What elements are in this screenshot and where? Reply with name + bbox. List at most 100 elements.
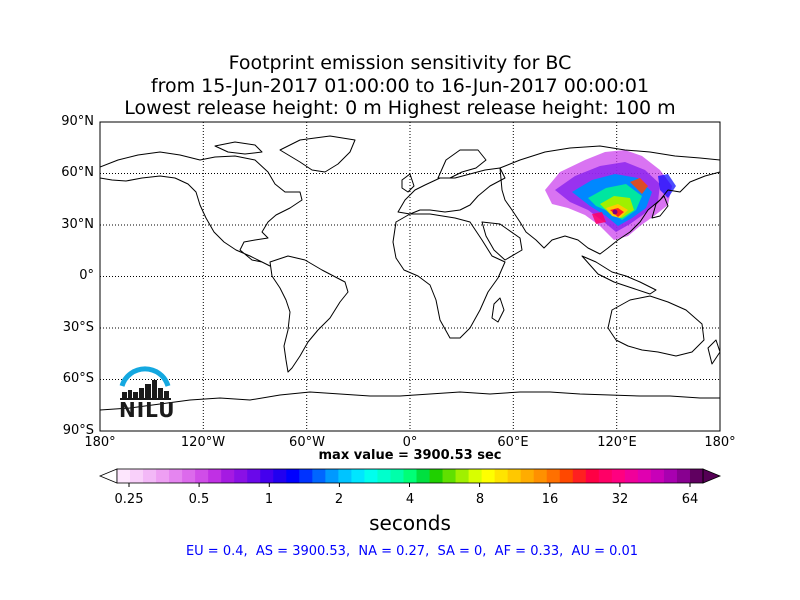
- lon-label-60w: 60°W: [289, 435, 325, 450]
- title-line-1: Footprint emission sensitivity for BC: [228, 52, 572, 74]
- colorbar-units-label: seconds: [369, 511, 451, 535]
- colorbar-cell: [559, 469, 574, 483]
- colorbar-tick-label: 8: [475, 492, 485, 507]
- coast-new-zealand: [707, 339, 720, 365]
- coast-madagascar: [491, 297, 505, 323]
- colorbar-cell: [351, 469, 365, 483]
- colorbar-cell: [195, 469, 209, 483]
- coast-australia: [607, 295, 705, 357]
- colorbar-tick-label: 1: [264, 492, 274, 507]
- colorbar-cell: [637, 469, 652, 483]
- lat-label-90n: 90°N: [61, 114, 94, 129]
- colorbar-cell: [481, 469, 496, 483]
- nilu-logo: [119, 366, 171, 400]
- lat-label-30n: 30°N: [61, 217, 94, 232]
- colorbar-cell: [494, 469, 509, 483]
- colorbar-cell: [403, 469, 417, 483]
- colorbar-cell: [429, 469, 443, 483]
- colorbar-cell: [143, 469, 157, 483]
- coastlines: [100, 135, 720, 411]
- colorbar-cell: [546, 469, 561, 483]
- colorbar-cell: [507, 469, 522, 483]
- colorbar-cell: [156, 469, 170, 483]
- max-value-label: max value = 3900.53 sec: [318, 448, 502, 463]
- colorbar-cell: [520, 469, 535, 483]
- colorbar-cell: [585, 469, 600, 483]
- nilu-logo-skyline: [120, 380, 171, 400]
- colorbar-cell: [286, 469, 300, 483]
- colorbar-min-arrow: [98, 468, 118, 484]
- colorbar-cell: [611, 469, 626, 483]
- lat-label-60n: 60°N: [61, 165, 94, 180]
- coast-arabia: [481, 221, 523, 261]
- lon-label-60e: 60°E: [497, 435, 529, 450]
- colorbar-cell: [455, 469, 469, 483]
- colorbar-cell: [299, 469, 313, 483]
- colorbar-tick-label: 32: [611, 492, 629, 507]
- colorbar-tick-label: 2: [334, 492, 344, 507]
- map-frame: [99, 121, 721, 432]
- coast-north-america: [100, 151, 303, 267]
- coast-greenland: [279, 135, 356, 173]
- colorbar-cell: [208, 469, 222, 483]
- colorbar-cell: [364, 469, 378, 483]
- coast-antarctica: [100, 391, 720, 411]
- colorbar-cell: [234, 469, 248, 483]
- lat-label-60s: 60°S: [62, 371, 94, 386]
- colorbar-tick-label: 0.25: [114, 492, 144, 507]
- colorbar-cell: [221, 469, 235, 483]
- coast-britain: [401, 173, 415, 193]
- lon-label-120w: 120°W: [180, 435, 226, 450]
- colorbar-tick-label: 4: [405, 492, 415, 507]
- colorbar-cell: [533, 469, 548, 483]
- colorbar-cell: [117, 469, 131, 483]
- title-line-3: Lowest release height: 0 m Highest relea…: [124, 97, 676, 119]
- coast-southeast-asia: [581, 255, 657, 295]
- colorbar-cell: [377, 469, 391, 483]
- colorbar-cell: [312, 469, 326, 483]
- colorbar-tick-label: 64: [681, 492, 699, 507]
- colorbar-tick-label: 0.5: [188, 492, 210, 507]
- lon-label-180w: 180°: [84, 435, 116, 450]
- lon-label-0: 0°: [402, 435, 418, 450]
- colorbar-cell: [572, 469, 587, 483]
- coast-asia: [499, 145, 720, 255]
- colorbar-cell: [338, 469, 352, 483]
- colorbar-cell: [416, 469, 430, 483]
- regional-values: EU = 0.4, AS = 3900.53, NA = 0.27, SA = …: [185, 544, 639, 559]
- colorbar-cell: [260, 469, 274, 483]
- nilu-logo-text: NILU: [119, 398, 176, 422]
- title-line-2: from 15-Jun-2017 01:00:00 to 16-Jun-2017…: [150, 75, 650, 97]
- lon-label-180e: 180°: [704, 435, 736, 450]
- nilu-logo-arc: [119, 366, 171, 387]
- coast-japan: [651, 195, 669, 219]
- colorbar-max-arrow: [702, 468, 722, 484]
- colorbar-cell: [442, 469, 456, 483]
- colorbar-cell: [468, 469, 483, 483]
- colorbar-tick-label: 16: [541, 492, 559, 507]
- colorbar-cell: [247, 469, 261, 483]
- colorbar-cell: [650, 469, 665, 483]
- coast-arctic-islands: [214, 141, 263, 155]
- colorbar-cell: [663, 469, 678, 483]
- colorbar-cell: [598, 469, 613, 483]
- lat-label-30s: 30°S: [62, 320, 94, 335]
- coast-europe: [397, 167, 506, 215]
- colorbar-cell: [325, 469, 339, 483]
- colorbar-ticks: [128, 483, 691, 487]
- lat-label-90s: 90°S: [62, 423, 94, 438]
- colorbar-cell: [624, 469, 639, 483]
- coast-scandinavia: [437, 149, 487, 179]
- colorbar-cell: [182, 469, 196, 483]
- colorbar-cell: [676, 469, 691, 483]
- colorbar-cell: [169, 469, 183, 483]
- coast-africa: [392, 213, 506, 339]
- colorbar-cell: [390, 469, 404, 483]
- colorbar-cell: [273, 469, 287, 483]
- colorbar-cells: [117, 469, 704, 483]
- coast-south-america: [269, 255, 349, 373]
- colorbar: [98, 468, 722, 487]
- colorbar-cell: [130, 469, 144, 483]
- colorbar-cell: [689, 469, 704, 483]
